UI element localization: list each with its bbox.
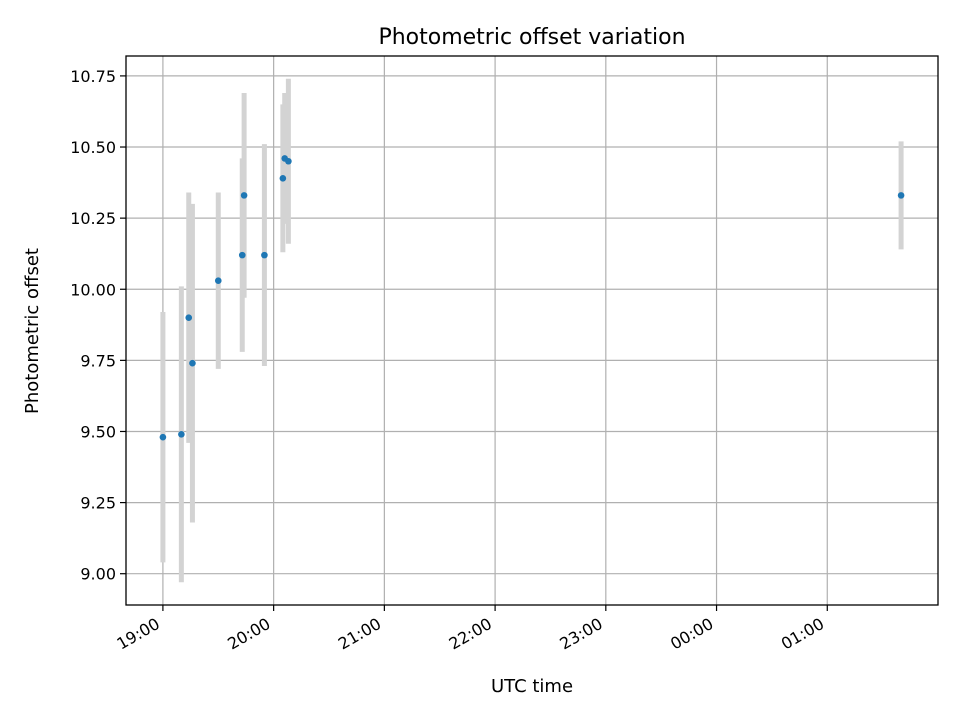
x-tick-label: 21:00 — [335, 614, 384, 654]
data-point — [185, 314, 193, 321]
grid — [126, 56, 938, 605]
y-tick-label: 10.00 — [70, 280, 116, 299]
x-tick-label: 00:00 — [667, 614, 716, 654]
y-tick-label: 9.25 — [80, 494, 116, 513]
y-tick-label: 9.00 — [80, 565, 116, 584]
x-tick-label: 22:00 — [446, 614, 495, 654]
x-tick-label: 19:00 — [113, 614, 162, 654]
x-tick-label: 23:00 — [556, 614, 605, 654]
data-point — [285, 157, 292, 165]
data-point — [214, 277, 222, 285]
data-point — [238, 251, 246, 259]
x-axis-label: UTC time — [491, 676, 573, 697]
y-tick-label: 10.25 — [70, 209, 116, 228]
y-axis-label: Photometric offset — [22, 248, 43, 414]
x-tick-label: 01:00 — [778, 614, 827, 654]
y-axis-ticks: 9.00 9.25 9.50 9.75 10.00 10.25 10.50 10.75 — [70, 67, 126, 584]
data-point — [261, 251, 268, 259]
y-tick-label: 10.50 — [70, 138, 116, 157]
x-axis-ticks: 19:00 20:00 21:00 22:00 23:00 00:00 01:00 — [113, 605, 828, 654]
plot-frame — [125, 55, 939, 606]
data-point — [897, 192, 905, 199]
y-tick-label: 10.75 — [70, 67, 116, 86]
data-point — [178, 431, 185, 438]
x-tick-label: 20:00 — [224, 614, 273, 654]
data-point — [279, 175, 287, 182]
data-points — [159, 155, 905, 441]
data-point — [240, 192, 248, 199]
chart-title: Photometric offset variation — [378, 25, 685, 50]
y-tick-label: 9.50 — [80, 422, 116, 441]
y-tick-label: 9.75 — [80, 351, 116, 370]
data-point — [189, 359, 196, 367]
data-point — [159, 433, 167, 441]
